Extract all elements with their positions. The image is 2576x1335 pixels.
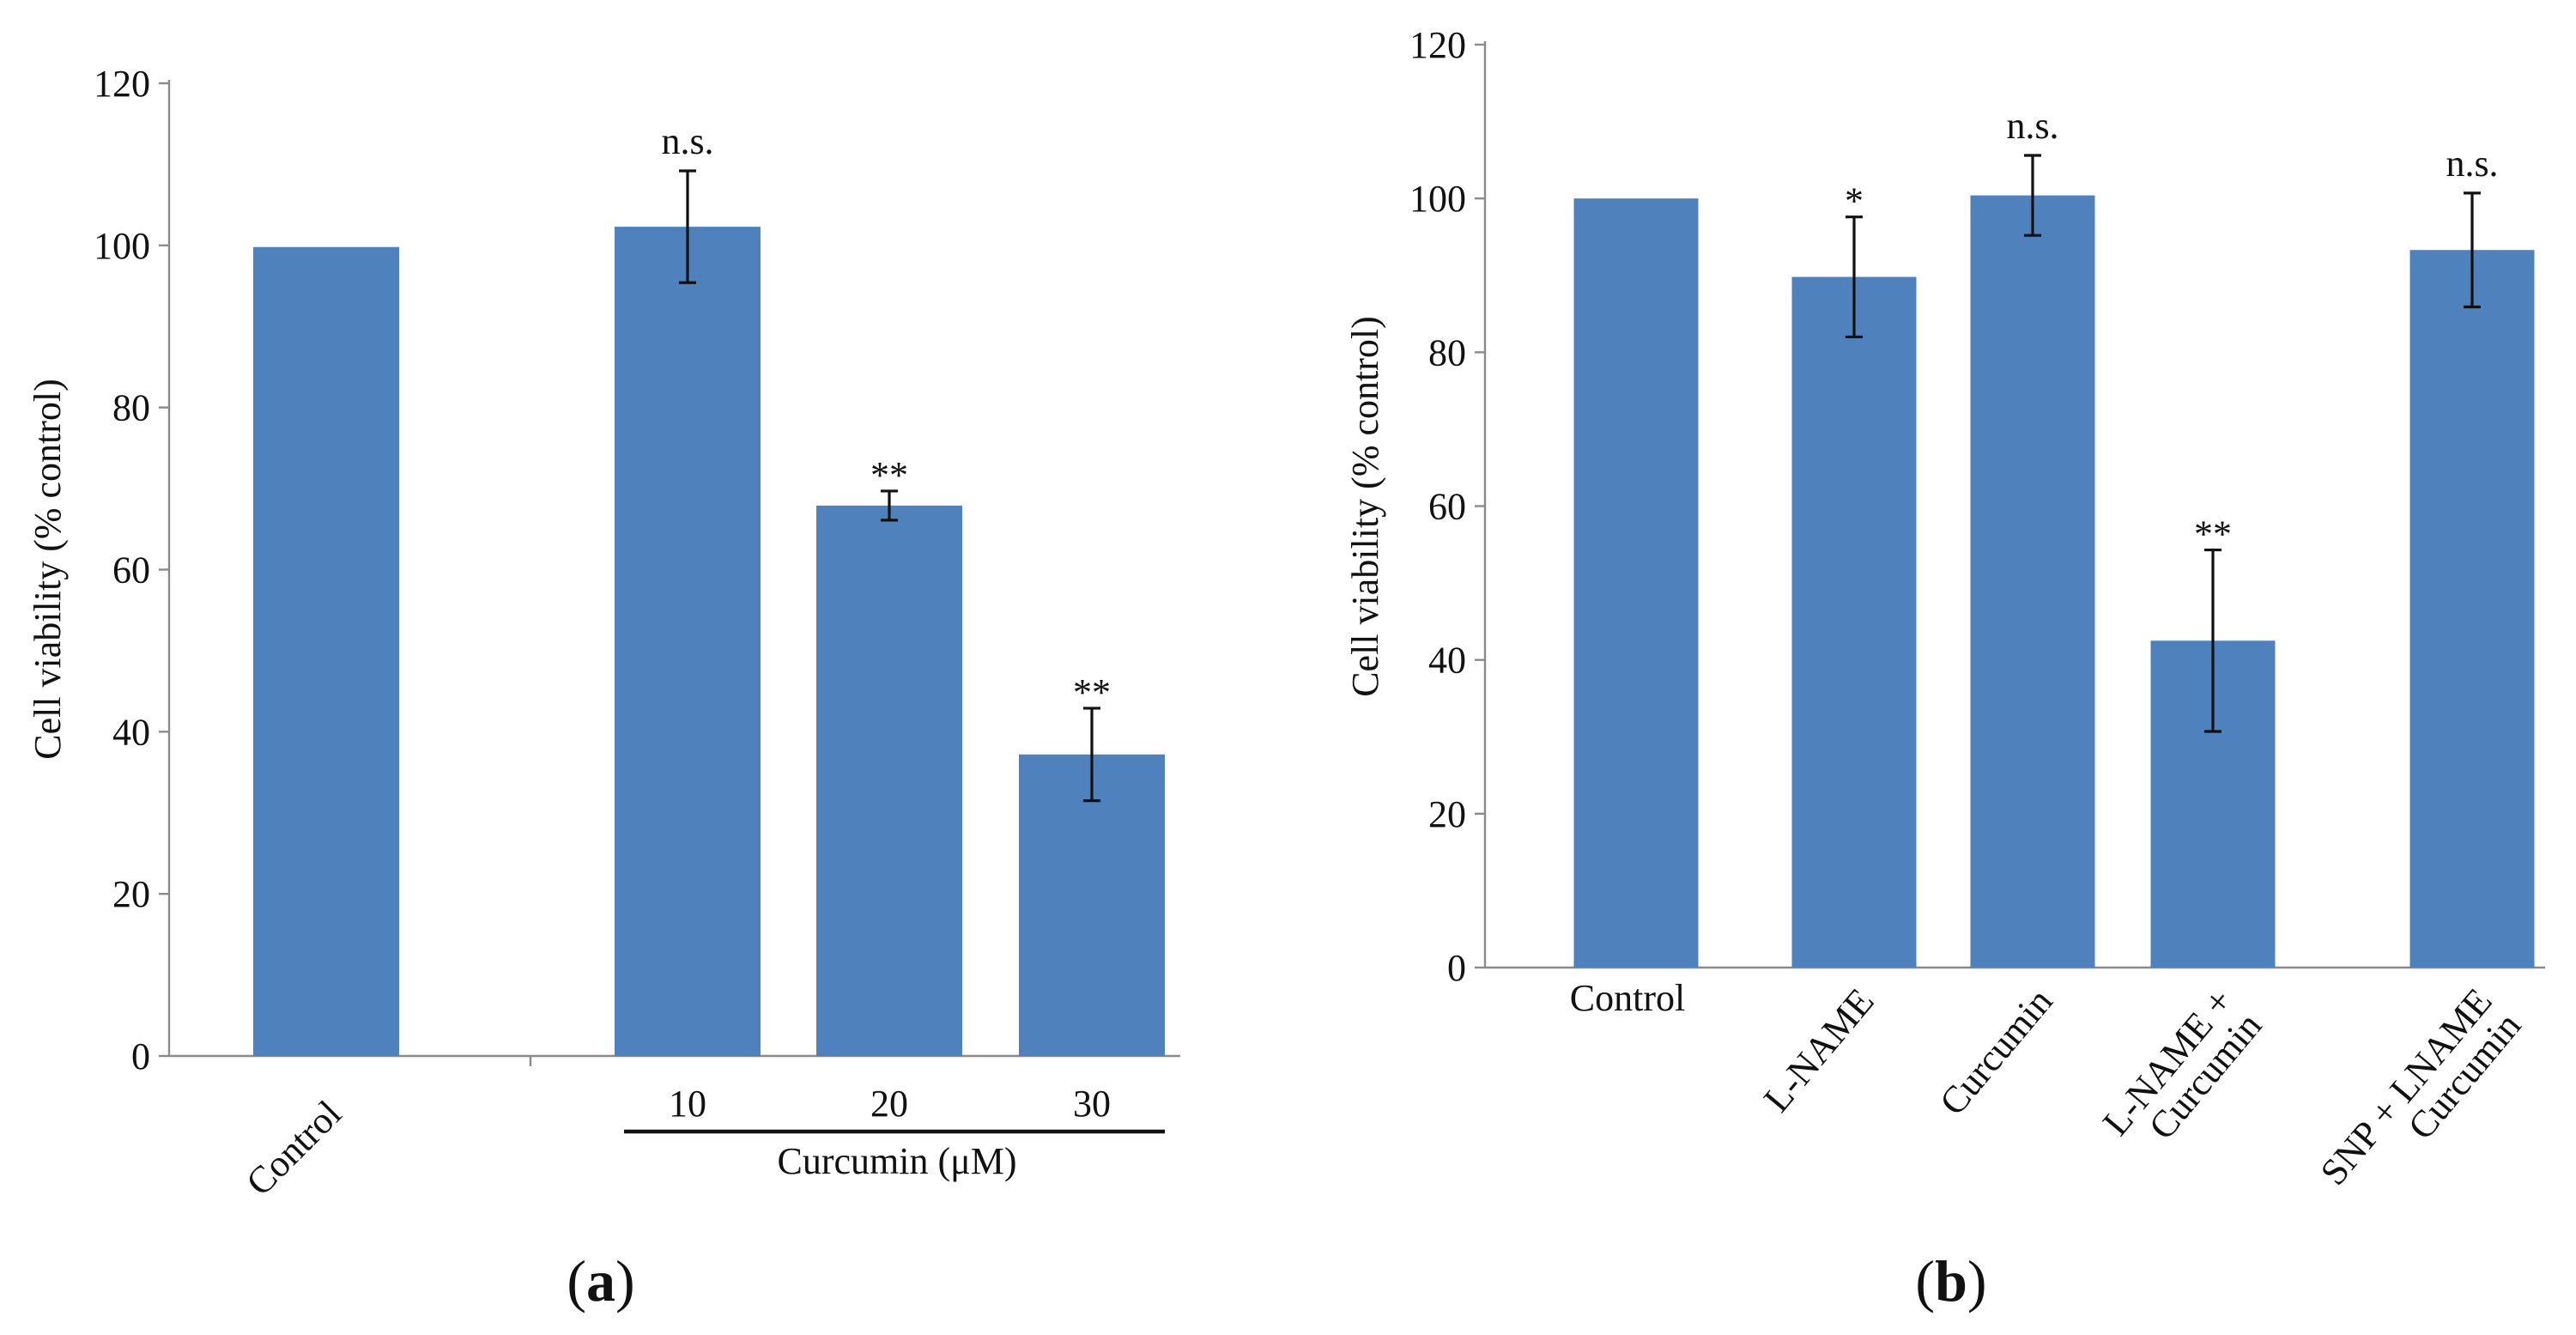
bar [615,227,761,1056]
y-tick-label: 120 [1409,24,1466,66]
panel-label-letter: b [1935,1248,1967,1314]
y-tick-label: 100 [94,225,150,267]
x-category-label-line: Control [1570,977,1685,1019]
y-tick-label: 80 [112,387,150,429]
bar [253,246,399,1056]
bar [2409,250,2535,968]
significance-label: ** [1073,671,1111,713]
x-category-label: Curcumin [1931,980,2061,1123]
x-category-label: 20 [870,1083,908,1125]
panel-label: (a) [567,1248,634,1314]
y-tick-label: 80 [1428,331,1466,373]
x-category-label: Control [1570,977,1685,1019]
x-category-label: L-NAME +Curcumin [2094,980,2270,1148]
panel-label: (b) [1915,1248,1986,1314]
y-tick-label: 100 [1409,178,1466,220]
significance-label: ** [870,454,908,496]
bar [1019,754,1165,1056]
x-category-label-line: L-NAME [1755,980,1882,1120]
significance-label: n.s. [2006,105,2058,147]
x-category-label: 10 [669,1083,706,1125]
y-tick-label: 0 [1447,947,1466,989]
panel-label-close: ) [615,1248,635,1314]
x-category-label: Control [238,1092,349,1204]
y-tick-label: 40 [112,711,150,753]
significance-label: n.s. [661,120,713,162]
y-tick-label: 20 [1428,793,1466,835]
bar [1970,195,2095,968]
y-tick-label: 120 [94,63,150,105]
y-tick-label: 60 [1428,486,1466,528]
panel-b-chart: 0 20 40 60 80 100 120 Cell viability (% control… [1344,24,2545,1314]
panel-a-chart: 0 20 40 60 80 100 120 Cell viability (% control… [27,63,1180,1314]
panel-label-letter: a [586,1248,615,1314]
x-category-label: L-NAME [1755,980,1882,1120]
bar [1791,276,1917,968]
bar [1573,198,1699,968]
x-category-label-line: Curcumin [1931,980,2061,1123]
group-label: Curcumin (μM) [778,1140,1017,1182]
significance-label: ** [2194,513,2232,555]
y-tick-label: 40 [1428,640,1466,682]
panel-label-open: ( [1915,1248,1935,1314]
y-axis-title: Cell viability (% control) [1344,316,1386,697]
y-tick-label: 60 [112,549,150,592]
y-tick-label: 20 [112,873,150,915]
significance-label: * [1845,180,1864,222]
bar [816,505,962,1056]
significance-label: n.s. [2446,143,2498,185]
y-axis-title: Cell viability (% control) [27,379,69,760]
y-tick-label: 0 [131,1035,150,1077]
panel-label-open: ( [567,1248,586,1314]
x-category-label: 30 [1073,1083,1111,1125]
panel-label-close: ) [1967,1248,1987,1314]
